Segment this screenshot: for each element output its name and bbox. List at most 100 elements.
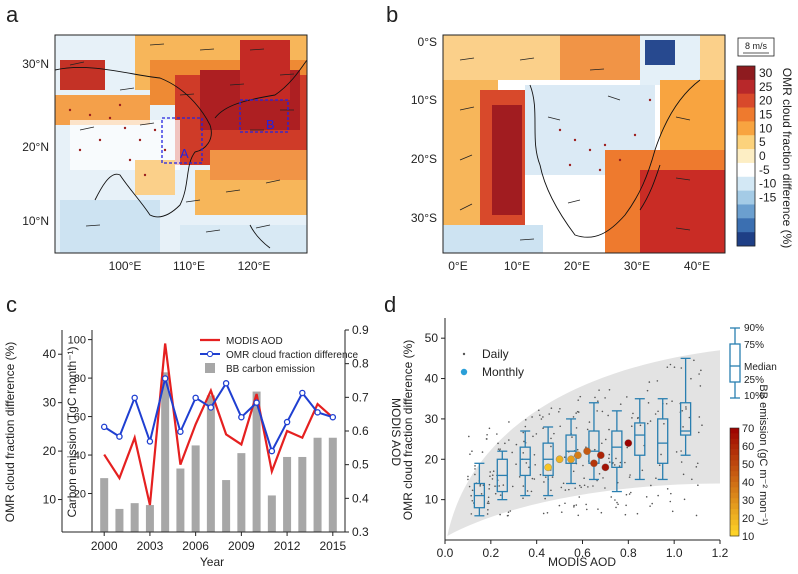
legend-bb-label: BB carbon emission (226, 364, 315, 375)
daily-point (528, 466, 530, 469)
carbon-emission-bar (176, 468, 185, 532)
daily-point (608, 388, 611, 391)
colorbar-tick-label: 0 (759, 149, 766, 163)
cloud-fraction-point (177, 428, 184, 435)
daily-point (685, 408, 687, 410)
daily-point (485, 438, 488, 440)
emission-colorbar-tick: 20 (742, 513, 754, 525)
box-legend-box (729, 343, 741, 383)
fire-dot (138, 138, 142, 142)
wind-scale-box (737, 37, 775, 57)
daily-point (499, 448, 501, 450)
box-iqr (657, 418, 669, 464)
daily-point (696, 462, 699, 465)
daily-point (470, 494, 472, 497)
daily-point (579, 395, 582, 398)
colorbar-frame (736, 65, 756, 247)
cloud-fraction-point (283, 418, 291, 426)
panel-c-ylabel-left: OMR cloud fraction difference (%) (3, 342, 17, 523)
monthly-point (567, 455, 575, 464)
monthly-point (590, 459, 598, 468)
emission-colorbar-tick: 50 (742, 459, 754, 471)
daily-point (508, 421, 510, 423)
confidence-envelope (447, 350, 720, 536)
colorbar-tick-label: -15 (759, 191, 777, 205)
colorbar-swatch (737, 204, 755, 219)
panel-c: c 40 30 20 10 100 80 60 40 20 0.9 0.8 0.7 0.6 0.5 0.4 0… (3, 292, 403, 569)
daily-point (586, 428, 589, 431)
box-iqr (519, 446, 531, 477)
year-tick-label: 2015 (319, 539, 346, 553)
anomaly-patch (492, 105, 522, 215)
daily-point (660, 453, 662, 456)
daily-point (699, 385, 702, 387)
lon-tick: 0°E (448, 259, 467, 273)
colorbar-swatch (737, 93, 755, 108)
colorbar-tick-label: 30 (759, 66, 773, 80)
daily-point (608, 457, 610, 460)
daily-point (583, 477, 585, 480)
year-tick-label: 2000 (91, 539, 118, 553)
daily-point (615, 506, 617, 509)
daily-point (647, 402, 650, 404)
daily-point (511, 451, 513, 454)
daily-point (494, 485, 496, 487)
daily-point (467, 478, 469, 481)
daily-point (617, 503, 619, 506)
daily-point (597, 508, 599, 510)
legend-monthly-label: Monthly (482, 365, 524, 379)
lat-tick: 0°S (418, 35, 437, 49)
daily-point (666, 488, 669, 490)
daily-point (602, 477, 604, 479)
daily-point (601, 442, 603, 445)
cloud-fraction-point (100, 423, 108, 431)
lat-tick: 30°S (411, 211, 437, 225)
emission-colorbar-tick: 60 (742, 441, 754, 453)
fire-dot (573, 138, 577, 142)
daily-point (625, 504, 627, 507)
right-axis-tick-label: 0.8 (352, 357, 369, 371)
monthly-point (583, 447, 591, 456)
lat-tick: 10°S (411, 93, 437, 107)
daily-point (507, 511, 510, 514)
panel-d-colorbar-title: BB emission (gC m⁻² mon⁻¹) (757, 384, 769, 525)
anomaly-patch (443, 225, 543, 253)
daily-point (515, 443, 518, 446)
lat-tick: 20°S (411, 152, 437, 166)
daily-point (467, 475, 469, 478)
cloud-fraction-point (116, 433, 123, 440)
daily-point (639, 424, 642, 427)
left-axis-tick-label: 20 (43, 444, 57, 458)
right-axis-tick-label: 0.4 (352, 491, 369, 505)
legend-cloud-label: OMR cloud fraction difference (226, 350, 359, 361)
daily-point (624, 513, 627, 516)
legend-monthly-marker (460, 368, 468, 376)
emission-colorbar-tick: 40 (742, 477, 754, 489)
daily-point (578, 484, 581, 487)
daily-point (657, 494, 659, 497)
colorbar-swatch (737, 176, 755, 191)
emission-colorbar-swatch (730, 519, 739, 526)
daily-point (526, 490, 529, 492)
daily-point (572, 416, 575, 418)
daily-point (698, 416, 701, 418)
daily-point (524, 419, 527, 421)
emission-colorbar-swatch (730, 438, 739, 445)
left-axis-tick-label: 30 (43, 396, 57, 410)
colorbar-swatch (737, 190, 755, 205)
wind-arrows (459, 57, 691, 241)
daily-point (470, 513, 473, 515)
daily-point (576, 448, 579, 451)
daily-point (531, 477, 534, 480)
daily-point (499, 513, 501, 516)
daily-point (695, 514, 698, 517)
daily-point (492, 470, 495, 472)
anomaly-patch (560, 35, 650, 80)
fire-dot (598, 168, 602, 172)
emission-colorbar-tick: 30 (742, 495, 754, 507)
year-tick-label: 2003 (137, 539, 164, 553)
daily-point (587, 486, 589, 488)
emission-colorbar-swatch (730, 444, 739, 450)
